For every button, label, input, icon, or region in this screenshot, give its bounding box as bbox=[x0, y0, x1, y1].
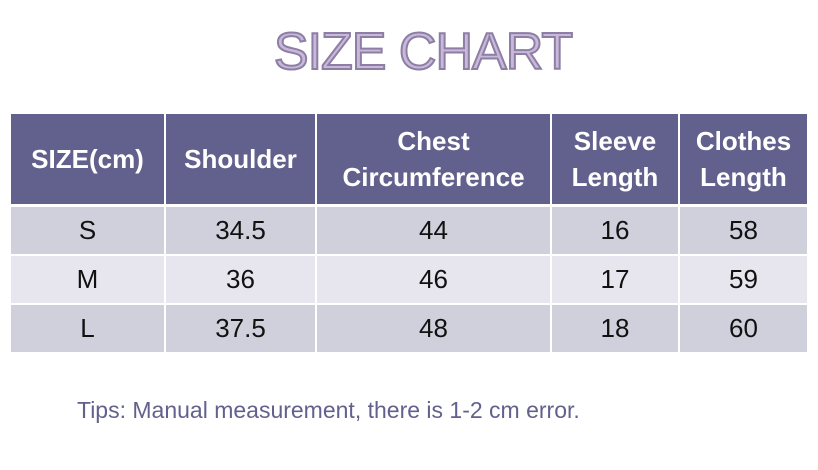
header-chest-circumference: Chest Circumference bbox=[315, 114, 551, 207]
cell-shoulder: 37.5 bbox=[164, 303, 316, 352]
header-size: SIZE(cm) bbox=[11, 114, 165, 207]
cell-size: M bbox=[11, 254, 165, 304]
page-title: SIZE CHART bbox=[273, 22, 574, 82]
header-clothes-length: Clothes Length bbox=[678, 114, 807, 207]
header-size-label: SIZE(cm) bbox=[31, 144, 144, 174]
cell-sleeve: 18 bbox=[550, 303, 679, 352]
cell-chest: 46 bbox=[315, 254, 551, 304]
cell-size: S bbox=[11, 204, 165, 255]
cell-clothes-length: 58 bbox=[678, 204, 807, 255]
table-row: M 36 46 17 59 bbox=[11, 254, 807, 304]
table-row: L 37.5 48 18 60 bbox=[11, 303, 807, 352]
cell-shoulder: 36 bbox=[164, 254, 316, 304]
header-chest-label-line1: Chest bbox=[397, 126, 470, 156]
header-chest-label-line2: Circumference bbox=[342, 162, 525, 192]
cell-sleeve: 16 bbox=[550, 204, 679, 255]
table-header-row: SIZE(cm) Shoulder Chest Circumference Sl… bbox=[11, 114, 807, 207]
header-clothes-label-line1: Clothes bbox=[695, 126, 792, 156]
header-clothes-label-line2: Length bbox=[700, 162, 787, 192]
header-sleeve-label-line2: Length bbox=[571, 162, 659, 192]
cell-clothes-length: 60 bbox=[678, 303, 807, 352]
cell-shoulder: 34.5 bbox=[164, 204, 316, 255]
cell-chest: 44 bbox=[315, 204, 551, 255]
cell-chest: 48 bbox=[315, 303, 551, 352]
table-row: S 34.5 44 16 58 bbox=[11, 204, 807, 255]
measurement-tip: Tips: Manual measurement, there is 1-2 c… bbox=[77, 397, 580, 423]
header-sleeve-label-line1: Sleeve bbox=[573, 126, 657, 156]
header-shoulder: Shoulder bbox=[164, 114, 316, 207]
cell-sleeve: 17 bbox=[550, 254, 679, 304]
header-sleeve-length: Sleeve Length bbox=[550, 114, 679, 207]
size-chart-table: SIZE(cm) Shoulder Chest Circumference Sl… bbox=[11, 114, 807, 352]
cell-size: L bbox=[11, 303, 165, 352]
header-shoulder-label: Shoulder bbox=[184, 144, 297, 174]
cell-clothes-length: 59 bbox=[678, 254, 807, 304]
